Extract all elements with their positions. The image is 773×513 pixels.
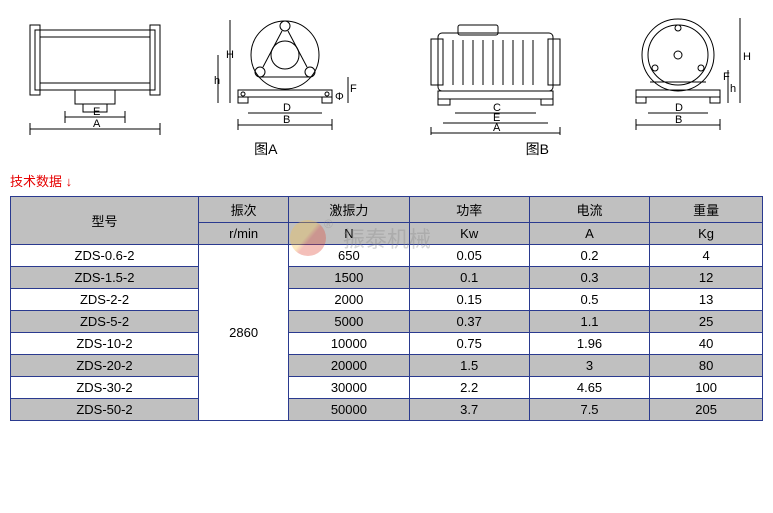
dim-D-label: D — [283, 102, 291, 114]
caption-b: 图B — [526, 139, 549, 159]
th-power-unit: Kw — [409, 223, 529, 245]
cell-current: 0.5 — [529, 289, 649, 311]
cell-model: ZDS-30-2 — [11, 377, 199, 399]
th-power: 功率 — [409, 197, 529, 223]
cell-power: 0.37 — [409, 311, 529, 333]
cell-weight: 205 — [650, 399, 763, 421]
caption-a: 图A — [254, 139, 277, 159]
diagram-b-front: C E A — [403, 15, 588, 135]
dim-B-label2: B — [675, 114, 682, 126]
th-vib-unit: r/min — [199, 223, 289, 245]
cell-force: 5000 — [289, 311, 409, 333]
th-weight: 重量 — [650, 197, 763, 223]
cell-force: 50000 — [289, 399, 409, 421]
cell-power: 0.1 — [409, 267, 529, 289]
cell-weight: 4 — [650, 245, 763, 267]
cell-weight: 40 — [650, 333, 763, 355]
cell-force: 2000 — [289, 289, 409, 311]
cell-vibration: 2860 — [199, 245, 289, 421]
dim-phi-label: Φ — [335, 91, 344, 103]
cell-power: 2.2 — [409, 377, 529, 399]
dim-H-label2: H — [743, 51, 751, 63]
diagram-group-a: E A — [10, 10, 360, 135]
cell-model: ZDS-1.5-2 — [11, 267, 199, 289]
cell-force: 10000 — [289, 333, 409, 355]
cell-current: 1.96 — [529, 333, 649, 355]
cell-force: 20000 — [289, 355, 409, 377]
cell-model: ZDS-5-2 — [11, 311, 199, 333]
diagram-b-side: H F h D B — [608, 10, 763, 135]
cell-weight: 100 — [650, 377, 763, 399]
table-row: ZDS-10-2 100000.751.9640 — [11, 333, 763, 355]
cell-model: ZDS-50-2 — [11, 399, 199, 421]
cell-current: 0.3 — [529, 267, 649, 289]
th-model: 型号 — [11, 197, 199, 245]
cell-power: 3.7 — [409, 399, 529, 421]
caption-row: 图A 图B — [10, 139, 763, 159]
table-body: ZDS-0.6-228606500.050.24ZDS-1.5-215000.1… — [11, 245, 763, 421]
dim-h-label2: h — [730, 83, 736, 95]
spec-table: 型号 振次 激振力 功率 电流 重量 r/min N Kw A Kg ZDS-0… — [10, 196, 763, 421]
cell-power: 0.75 — [409, 333, 529, 355]
cell-model: ZDS-0.6-2 — [11, 245, 199, 267]
cell-current: 1.1 — [529, 311, 649, 333]
cell-force: 650 — [289, 245, 409, 267]
th-weight-unit: Kg — [650, 223, 763, 245]
cell-model: ZDS-10-2 — [11, 333, 199, 355]
cell-weight: 80 — [650, 355, 763, 377]
cell-model: ZDS-20-2 — [11, 355, 199, 377]
tech-data-label: 技术数据 ↓ — [10, 171, 763, 190]
cell-weight: 12 — [650, 267, 763, 289]
cell-force: 1500 — [289, 267, 409, 289]
cell-current: 0.2 — [529, 245, 649, 267]
cell-power: 0.15 — [409, 289, 529, 311]
dim-F-label: F — [350, 83, 357, 95]
cell-weight: 13 — [650, 289, 763, 311]
table-row: ZDS-50-2 500003.77.5205 — [11, 399, 763, 421]
table-row: ZDS-1.5-2 15000.10.312 — [11, 267, 763, 289]
diagrams-row: E A — [10, 10, 763, 135]
diagram-a-front: E A — [10, 15, 180, 135]
th-current: 电流 — [529, 197, 649, 223]
dim-D-label2: D — [675, 102, 683, 114]
cell-power: 1.5 — [409, 355, 529, 377]
cell-current: 3 — [529, 355, 649, 377]
dim-H-label: H — [226, 49, 234, 61]
diagram-group-b: C E A — [403, 10, 763, 135]
cell-force: 30000 — [289, 377, 409, 399]
cell-current: 4.65 — [529, 377, 649, 399]
table-row: ZDS-2-2 20000.150.513 — [11, 289, 763, 311]
th-force: 激振力 — [289, 197, 409, 223]
dim-h-label: h — [214, 75, 220, 87]
diagram-a-side: H h F D B Φ — [200, 10, 360, 135]
table-row: ZDS-5-2 50000.371.125 — [11, 311, 763, 333]
cell-current: 7.5 — [529, 399, 649, 421]
table-row: ZDS-20-2 200001.5380 — [11, 355, 763, 377]
table-row: ZDS-0.6-228606500.050.24 — [11, 245, 763, 267]
cell-model: ZDS-2-2 — [11, 289, 199, 311]
th-current-unit: A — [529, 223, 649, 245]
dim-a-label: A — [93, 118, 101, 130]
dim-e-label: E — [93, 106, 100, 118]
table-row: ZDS-30-2 300002.24.65100 — [11, 377, 763, 399]
th-vibration: 振次 — [199, 197, 289, 223]
dim-A-label2: A — [493, 122, 501, 134]
th-force-unit: N — [289, 223, 409, 245]
dim-F-label2: F — [723, 71, 730, 83]
cell-power: 0.05 — [409, 245, 529, 267]
cell-weight: 25 — [650, 311, 763, 333]
dim-B-label: B — [283, 114, 290, 126]
